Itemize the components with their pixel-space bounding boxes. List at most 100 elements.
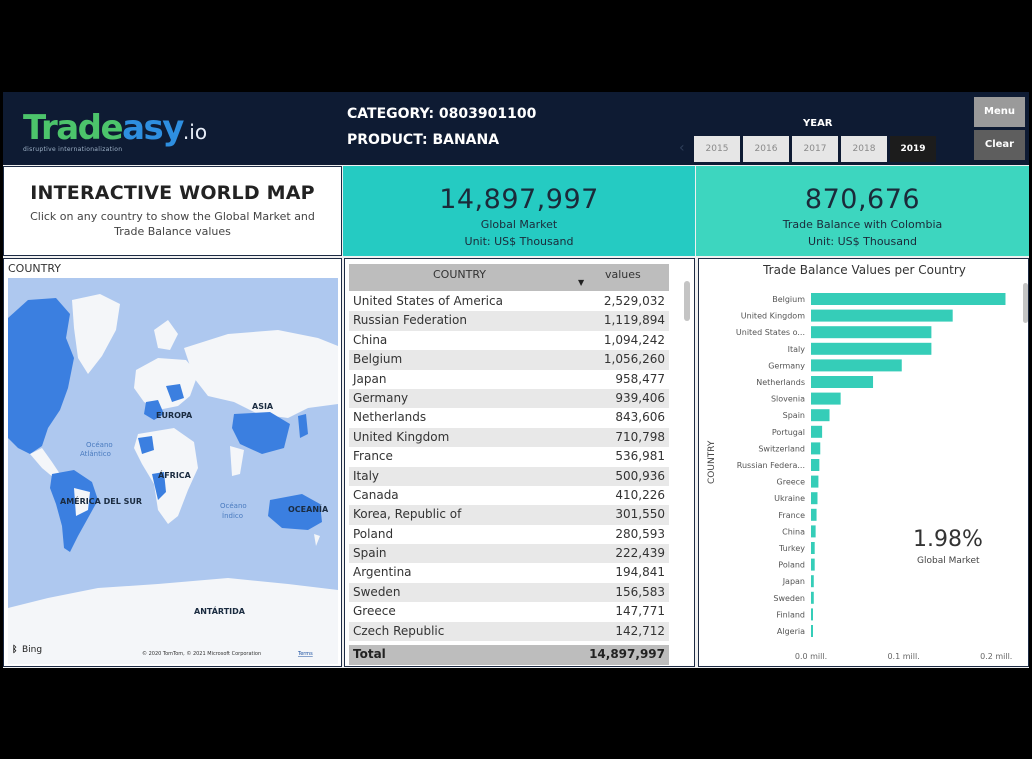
table-row[interactable]: Italy 500,936 xyxy=(349,466,669,486)
chart-scrollbar[interactable] xyxy=(1023,283,1028,323)
table-row[interactable]: Japan 958,477 xyxy=(349,370,669,389)
bar[interactable] xyxy=(811,542,815,554)
table-scrollbar[interactable] xyxy=(684,281,690,321)
trade-balance-chart: Belgium United Kingdom United States o... I… xyxy=(707,293,1012,661)
bar[interactable] xyxy=(811,591,814,604)
product-label: PRODUCT: BANANA xyxy=(347,132,500,148)
map-australia[interactable] xyxy=(268,494,322,530)
page-subtitle: Click on any country to show the Global … xyxy=(30,210,315,238)
year-button-2015[interactable]: 2015 xyxy=(694,136,740,162)
table-row[interactable]: Netherlands 843,606 xyxy=(349,408,669,427)
map-india[interactable] xyxy=(230,446,244,476)
table-row[interactable]: Germany 939,406 xyxy=(349,388,669,409)
table-row[interactable]: United States of America 2,529,032 xyxy=(349,292,669,311)
bing-logo: ᛒ xyxy=(12,644,17,655)
bar[interactable] xyxy=(811,492,818,505)
bar-label: United States o... xyxy=(736,328,805,337)
page-title: INTERACTIVE WORLD MAP xyxy=(30,182,315,204)
x-tick-label: 0.1 mill. xyxy=(887,652,919,661)
row-value: 156,583 xyxy=(615,584,665,599)
world-map[interactable]: EUROPA ASIA ÁFRICA AMÉRICA DEL SUR OCEAN… xyxy=(8,278,338,664)
table-total-row: Total 14,897,997 xyxy=(349,645,669,665)
menu-button[interactable]: Menu xyxy=(974,97,1025,127)
logo-tagline: disruptive internationalization xyxy=(23,146,123,153)
row-country: Czech Republic xyxy=(353,623,445,638)
kpi-unit: Unit: US$ Thousand xyxy=(464,235,574,248)
bar[interactable] xyxy=(811,558,815,571)
column-header-country[interactable]: COUNTRY xyxy=(433,268,486,281)
row-value: 194,841 xyxy=(615,565,665,580)
map-north-africa[interactable] xyxy=(138,436,154,454)
logo-text-trade: Trade xyxy=(23,108,124,148)
bar[interactable] xyxy=(811,409,830,422)
table-row[interactable]: Belgium 1,056,260 xyxy=(349,350,669,370)
table-row[interactable]: France 536,981 xyxy=(349,447,669,466)
row-country: Germany xyxy=(353,390,409,405)
year-button-2018[interactable]: 2018 xyxy=(841,136,887,162)
table-row[interactable]: Czech Republic 142,712 xyxy=(349,621,669,642)
map-central-europe[interactable] xyxy=(166,384,184,402)
map-greenland[interactable] xyxy=(72,294,120,374)
map-north-america[interactable] xyxy=(8,298,74,454)
table-row[interactable]: Greece 147,771 xyxy=(349,602,669,621)
map-heading: COUNTRY xyxy=(8,262,61,275)
bar[interactable] xyxy=(811,508,817,521)
map-antarctica[interactable] xyxy=(8,578,338,664)
map-central-america[interactable] xyxy=(30,448,60,478)
bar[interactable] xyxy=(811,342,932,355)
bar[interactable] xyxy=(811,525,816,538)
tradeasy-logo: Tradeasy.io disruptive internationalizat… xyxy=(23,110,207,153)
map-south-america[interactable] xyxy=(50,470,98,552)
bar[interactable] xyxy=(811,309,953,322)
map-western-europe[interactable] xyxy=(144,400,164,420)
table-row[interactable]: Korea, Republic of 301,550 xyxy=(349,505,669,525)
bar[interactable] xyxy=(811,442,821,455)
map-china[interactable] xyxy=(232,412,290,454)
year-button-2019[interactable]: 2019 xyxy=(890,136,936,162)
map-brazil[interactable] xyxy=(74,488,90,516)
bar[interactable] xyxy=(811,359,902,372)
map-asia[interactable] xyxy=(184,330,338,418)
bar-label: Belgium xyxy=(772,295,805,304)
bar[interactable] xyxy=(811,293,1006,305)
sort-desc-icon[interactable]: ▼ xyxy=(578,278,585,287)
bar[interactable] xyxy=(811,608,813,621)
bar[interactable] xyxy=(811,575,814,588)
table-row[interactable]: United Kingdom 710,798 xyxy=(349,427,669,448)
table-row[interactable]: Argentina 194,841 xyxy=(349,563,669,582)
chevron-left-icon[interactable]: ‹ xyxy=(679,140,685,156)
bar[interactable] xyxy=(811,425,823,438)
kpi-value: 870,676 xyxy=(804,184,921,215)
total-value: 14,897,997 xyxy=(589,647,665,661)
table-row[interactable]: Spain 222,439 xyxy=(349,544,669,564)
bar[interactable] xyxy=(811,459,820,471)
map-africa-highlight[interactable] xyxy=(152,472,166,500)
column-header-values[interactable]: values xyxy=(605,268,641,281)
table-row[interactable]: Canada 410,226 xyxy=(349,486,669,505)
kpi-unit: Unit: US$ Thousand xyxy=(808,235,917,248)
bar[interactable] xyxy=(811,475,819,488)
bar-label: China xyxy=(782,527,805,536)
y-axis-label: COUNTRY xyxy=(707,440,717,484)
map-africa[interactable] xyxy=(134,428,198,524)
year-button-2016[interactable]: 2016 xyxy=(743,136,789,162)
table-row[interactable]: Poland 280,593 xyxy=(349,525,669,544)
row-country: Sweden xyxy=(353,584,401,599)
bar[interactable] xyxy=(811,326,932,339)
table-row[interactable]: Russian Federation 1,119,894 xyxy=(349,311,669,331)
table-row[interactable]: China 1,094,242 xyxy=(349,331,669,350)
map-new-zealand[interactable] xyxy=(314,534,320,546)
row-value: 500,936 xyxy=(615,468,665,483)
bar[interactable] xyxy=(811,392,841,405)
map-terms-link[interactable]: Terms xyxy=(297,651,313,657)
map-scandinavia[interactable] xyxy=(154,320,178,350)
clear-button[interactable]: Clear xyxy=(974,130,1025,160)
bar[interactable] xyxy=(811,625,813,637)
map-japan[interactable] xyxy=(298,414,308,438)
row-country: Spain xyxy=(353,546,387,561)
bar[interactable] xyxy=(811,376,874,388)
bar-label: Russian Federa... xyxy=(737,461,805,470)
row-value: 958,477 xyxy=(615,371,665,386)
year-button-2017[interactable]: 2017 xyxy=(792,136,838,162)
table-row[interactable]: Sweden 156,583 xyxy=(349,582,669,603)
